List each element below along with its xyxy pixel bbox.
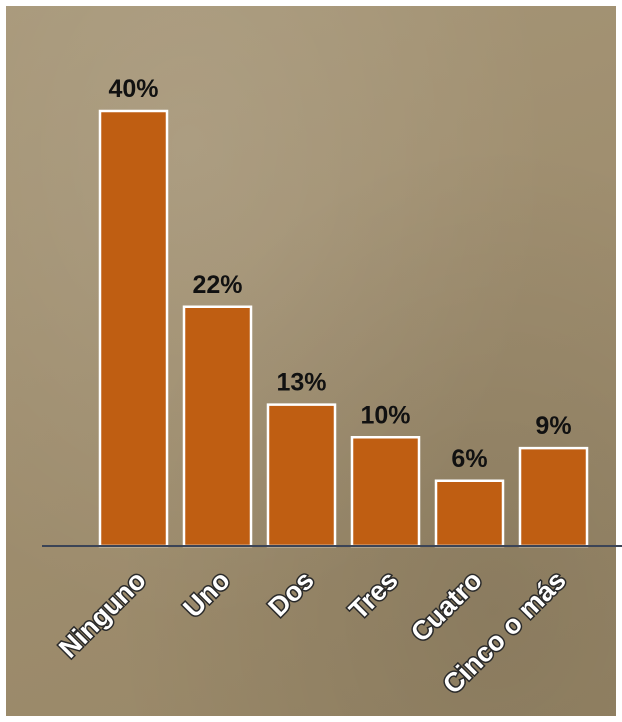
bar-tres (350, 436, 421, 548)
value-label-uno: 22% (192, 271, 242, 299)
value-label-cinco-o-m-s: 9% (535, 412, 571, 440)
value-label-dos: 13% (276, 369, 326, 397)
value-label-cuatro: 6% (451, 445, 487, 473)
category-label-dos: Dos (262, 565, 319, 622)
bar-dos (266, 403, 337, 548)
value-label-tres: 10% (360, 401, 410, 429)
bar-ninguno (98, 109, 169, 548)
category-label-tres: Tres (343, 565, 403, 625)
category-label-uno: Uno (177, 565, 235, 623)
category-label-cuatro: Cuatro (405, 565, 488, 648)
value-label-ninguno: 40% (108, 75, 158, 103)
bar-cinco-o-m-s (518, 446, 589, 548)
bars-layer (98, 109, 589, 548)
category-label-ninguno: Ninguno (53, 565, 152, 664)
bar-cuatro (434, 479, 505, 548)
bar-uno (182, 305, 253, 548)
